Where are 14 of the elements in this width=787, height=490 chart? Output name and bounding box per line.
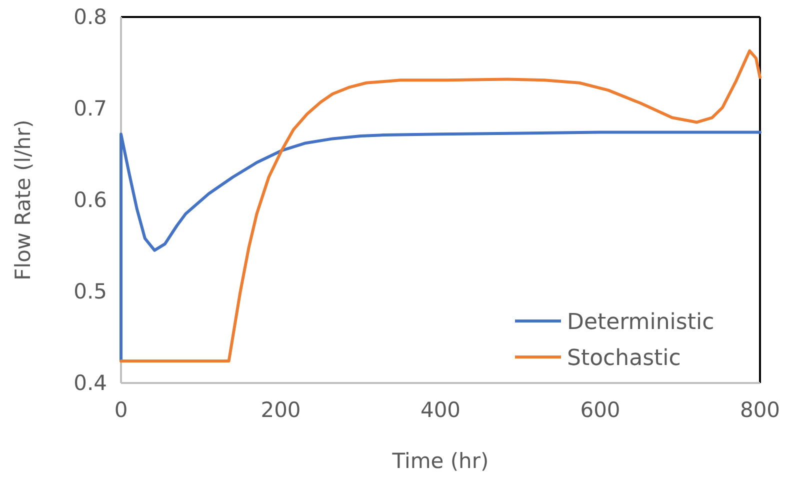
- y-tick-label: 0.6: [74, 188, 107, 212]
- y-tick-label: 0.5: [74, 280, 107, 304]
- legend-label: Deterministic: [567, 310, 714, 335]
- x-axis-title: Time (hr): [391, 449, 489, 473]
- x-tick-label: 400: [420, 398, 461, 422]
- y-tick-label: 0.7: [74, 96, 107, 120]
- y-tick-label: 0.4: [74, 371, 107, 395]
- x-tick-label: 0: [114, 398, 128, 422]
- x-tick-label: 200: [260, 398, 301, 422]
- x-tick-label: 800: [740, 398, 780, 422]
- legend-label: Stochastic: [567, 346, 681, 371]
- y-tick-label: 0.8: [74, 5, 107, 29]
- x-tick-label: 600: [580, 398, 620, 422]
- y-axis-title: Flow Rate (l/hr): [11, 120, 35, 280]
